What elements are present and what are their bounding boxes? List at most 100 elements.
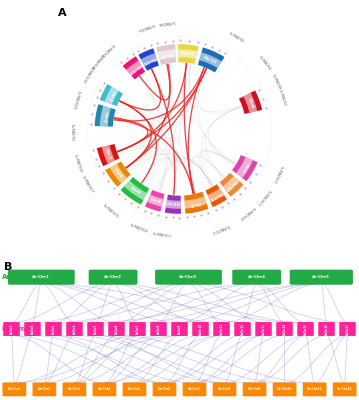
Polygon shape [208, 188, 224, 202]
FancyBboxPatch shape [297, 322, 314, 336]
FancyBboxPatch shape [155, 270, 222, 285]
FancyBboxPatch shape [66, 322, 83, 336]
FancyBboxPatch shape [33, 382, 56, 396]
Text: Chr8: Chr8 [113, 168, 123, 180]
Text: Os-Chr10: Os-Chr10 [277, 387, 292, 391]
FancyBboxPatch shape [234, 322, 251, 336]
Text: EuMADS10: EuMADS10 [238, 205, 256, 220]
Text: Chr1: Chr1 [107, 90, 116, 102]
Polygon shape [126, 61, 143, 76]
FancyBboxPatch shape [213, 382, 236, 396]
Text: At-Chr1: At-Chr1 [32, 275, 50, 279]
Text: EuChr11: EuChr11 [219, 323, 224, 335]
FancyBboxPatch shape [108, 322, 125, 336]
Text: Chr11: Chr11 [208, 190, 223, 201]
Text: Chr3: Chr3 [189, 200, 201, 206]
Text: Os-Chr2: Os-Chr2 [38, 387, 51, 391]
Polygon shape [138, 48, 159, 71]
Text: EuChr3: EuChr3 [51, 324, 56, 334]
Text: EuChr2: EuChr2 [31, 324, 34, 334]
Text: Chr5: Chr5 [240, 162, 250, 174]
FancyBboxPatch shape [129, 322, 146, 336]
FancyBboxPatch shape [87, 322, 104, 336]
Text: EuMADS17: EuMADS17 [153, 232, 173, 239]
FancyBboxPatch shape [303, 382, 326, 396]
Text: EuChr12: EuChr12 [241, 323, 244, 335]
FancyBboxPatch shape [243, 382, 266, 396]
Text: EuMADS6: EuMADS6 [271, 73, 282, 90]
FancyBboxPatch shape [318, 322, 335, 336]
Text: EuMADS12: EuMADS12 [271, 165, 283, 184]
Text: EuMADS13: EuMADS13 [210, 223, 229, 234]
Text: EuMADS16: EuMADS16 [130, 223, 149, 234]
FancyBboxPatch shape [3, 382, 26, 396]
Polygon shape [165, 195, 181, 214]
FancyBboxPatch shape [3, 322, 20, 336]
FancyBboxPatch shape [290, 270, 353, 285]
Text: EuChr13: EuChr13 [261, 323, 266, 335]
Text: EuMADS37: EuMADS37 [98, 42, 115, 58]
Text: Os-Chr3: Os-Chr3 [68, 387, 81, 391]
Text: EuMADS4: EuMADS4 [257, 55, 271, 71]
Polygon shape [147, 194, 163, 207]
Polygon shape [223, 176, 240, 193]
FancyBboxPatch shape [45, 322, 62, 336]
Polygon shape [97, 144, 120, 166]
Text: EuMADS34: EuMADS34 [80, 64, 94, 83]
Polygon shape [104, 87, 118, 104]
FancyBboxPatch shape [171, 322, 188, 336]
Text: Os-Chr7: Os-Chr7 [188, 387, 201, 391]
Text: EuMADS15: EuMADS15 [102, 204, 119, 219]
Text: EuChr17: EuChr17 [345, 323, 350, 335]
Text: Arabidopsis: Arabidopsis [2, 274, 46, 280]
FancyBboxPatch shape [213, 322, 230, 336]
Text: EuMADS9: EuMADS9 [137, 22, 155, 31]
Polygon shape [100, 84, 123, 106]
Text: Chr9: Chr9 [130, 186, 141, 196]
Polygon shape [156, 44, 176, 65]
FancyBboxPatch shape [153, 382, 176, 396]
Text: B: B [4, 262, 12, 272]
Polygon shape [158, 49, 176, 60]
Text: EuMADS8: EuMADS8 [158, 19, 175, 25]
Text: A: A [58, 8, 67, 18]
Polygon shape [123, 56, 145, 80]
FancyBboxPatch shape [24, 322, 41, 336]
Text: EuMADS29: EuMADS29 [71, 90, 81, 109]
Text: Os-Chr11: Os-Chr11 [307, 387, 322, 391]
Polygon shape [239, 90, 262, 114]
Polygon shape [145, 190, 164, 212]
Polygon shape [102, 145, 115, 164]
Text: EuChr5: EuChr5 [93, 324, 98, 334]
Text: Os-Chr4: Os-Chr4 [98, 387, 111, 391]
FancyBboxPatch shape [123, 382, 146, 396]
Text: EuChr16: EuChr16 [325, 323, 328, 335]
FancyBboxPatch shape [62, 382, 86, 396]
Polygon shape [105, 161, 131, 187]
FancyBboxPatch shape [150, 322, 167, 336]
Polygon shape [100, 106, 111, 126]
Polygon shape [121, 177, 149, 205]
Text: EuMADS5: EuMADS5 [228, 32, 245, 44]
Text: Chr4: Chr4 [149, 197, 162, 205]
FancyBboxPatch shape [192, 322, 209, 336]
Polygon shape [178, 44, 199, 64]
Text: EuMADS38: EuMADS38 [88, 52, 103, 70]
Polygon shape [184, 192, 209, 214]
FancyBboxPatch shape [273, 382, 297, 396]
FancyBboxPatch shape [276, 322, 293, 336]
Text: Chr16: Chr16 [142, 55, 157, 64]
Text: At-Chr5: At-Chr5 [312, 275, 330, 279]
Text: EuMADS26: EuMADS26 [73, 154, 83, 174]
Polygon shape [206, 184, 227, 207]
Text: Chr15: Chr15 [159, 51, 174, 58]
Text: Os-Chr5: Os-Chr5 [128, 387, 141, 391]
Text: EuChr4: EuChr4 [73, 324, 76, 334]
FancyBboxPatch shape [89, 270, 137, 285]
Text: EuMADS27: EuMADS27 [80, 175, 94, 194]
Text: EuChr9: EuChr9 [177, 324, 182, 334]
Text: Os-Chr6: Os-Chr6 [158, 387, 171, 391]
Text: EuChr7: EuChr7 [135, 324, 140, 334]
FancyBboxPatch shape [8, 270, 75, 285]
Text: Rice: Rice [2, 386, 18, 392]
